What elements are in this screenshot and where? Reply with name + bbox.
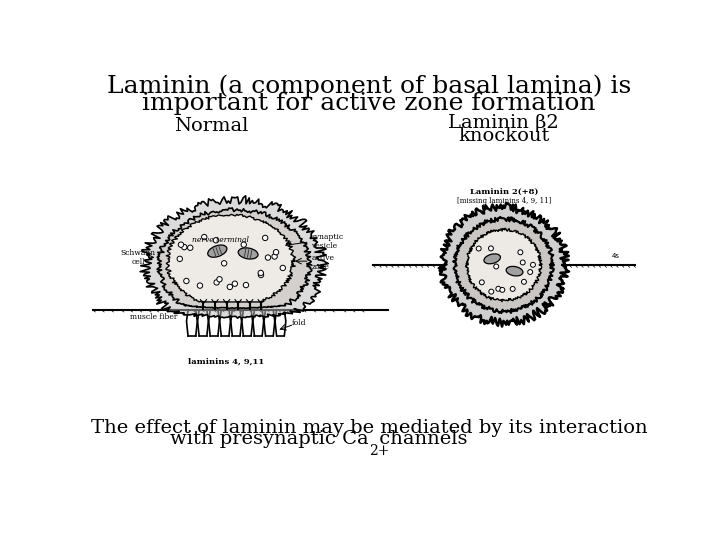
Text: The effect of laminin may be mediated by its interaction: The effect of laminin may be mediated by…	[91, 419, 647, 437]
Text: muscle fiber: muscle fiber	[130, 313, 178, 321]
Circle shape	[258, 272, 264, 278]
Circle shape	[518, 250, 523, 255]
Text: synaptic
vesicle: synaptic vesicle	[311, 233, 343, 251]
Circle shape	[222, 261, 227, 266]
Polygon shape	[140, 196, 328, 318]
Circle shape	[202, 234, 207, 240]
Circle shape	[476, 246, 481, 251]
Polygon shape	[453, 217, 554, 313]
Circle shape	[496, 286, 501, 291]
Circle shape	[531, 262, 536, 267]
Text: Laminin (a component of basal lamina) is: Laminin (a component of basal lamina) is	[107, 75, 631, 98]
Circle shape	[243, 282, 248, 288]
Text: 4s: 4s	[611, 253, 619, 259]
Circle shape	[510, 286, 515, 292]
Text: Schwann
cell: Schwann cell	[120, 249, 156, 266]
Circle shape	[480, 280, 485, 285]
Polygon shape	[438, 203, 569, 327]
Circle shape	[500, 287, 505, 292]
Circle shape	[488, 246, 493, 251]
Polygon shape	[466, 228, 542, 302]
Ellipse shape	[484, 254, 500, 264]
Text: knockout: knockout	[458, 127, 549, 145]
Text: Laminin 2(+8): Laminin 2(+8)	[469, 188, 538, 196]
Circle shape	[179, 242, 184, 247]
Circle shape	[177, 256, 182, 261]
Circle shape	[489, 289, 494, 294]
Text: channels: channels	[373, 430, 467, 448]
Text: important for active zone formation: important for active zone formation	[143, 92, 595, 115]
Circle shape	[521, 260, 525, 265]
Circle shape	[528, 269, 533, 274]
Circle shape	[217, 276, 222, 282]
Circle shape	[265, 255, 271, 260]
Text: Laminin β2: Laminin β2	[449, 113, 559, 132]
Circle shape	[263, 235, 268, 241]
Circle shape	[213, 238, 219, 243]
Ellipse shape	[238, 248, 258, 259]
Circle shape	[258, 270, 264, 275]
Text: active
zone: active zone	[311, 254, 334, 271]
Text: nerve terminal: nerve terminal	[192, 237, 249, 245]
Text: [missing laminins 4, 9, 11]: [missing laminins 4, 9, 11]	[456, 197, 551, 205]
Circle shape	[521, 279, 526, 284]
Circle shape	[272, 254, 277, 259]
Circle shape	[232, 281, 238, 286]
Ellipse shape	[208, 245, 227, 257]
Circle shape	[227, 284, 233, 289]
Text: 2+: 2+	[369, 444, 390, 457]
Text: Normal: Normal	[174, 117, 248, 136]
Polygon shape	[166, 214, 295, 302]
Text: fold: fold	[292, 319, 307, 327]
Circle shape	[197, 283, 202, 288]
Circle shape	[274, 249, 279, 255]
Circle shape	[494, 264, 499, 269]
Circle shape	[181, 245, 187, 250]
Text: with presynaptic Ca: with presynaptic Ca	[171, 430, 369, 448]
Circle shape	[184, 278, 189, 284]
Circle shape	[187, 245, 193, 251]
Circle shape	[241, 242, 246, 247]
Ellipse shape	[506, 266, 523, 276]
Circle shape	[280, 265, 285, 271]
Circle shape	[214, 280, 220, 285]
Text: laminins 4, 9,11: laminins 4, 9,11	[189, 357, 265, 365]
Polygon shape	[157, 208, 312, 308]
